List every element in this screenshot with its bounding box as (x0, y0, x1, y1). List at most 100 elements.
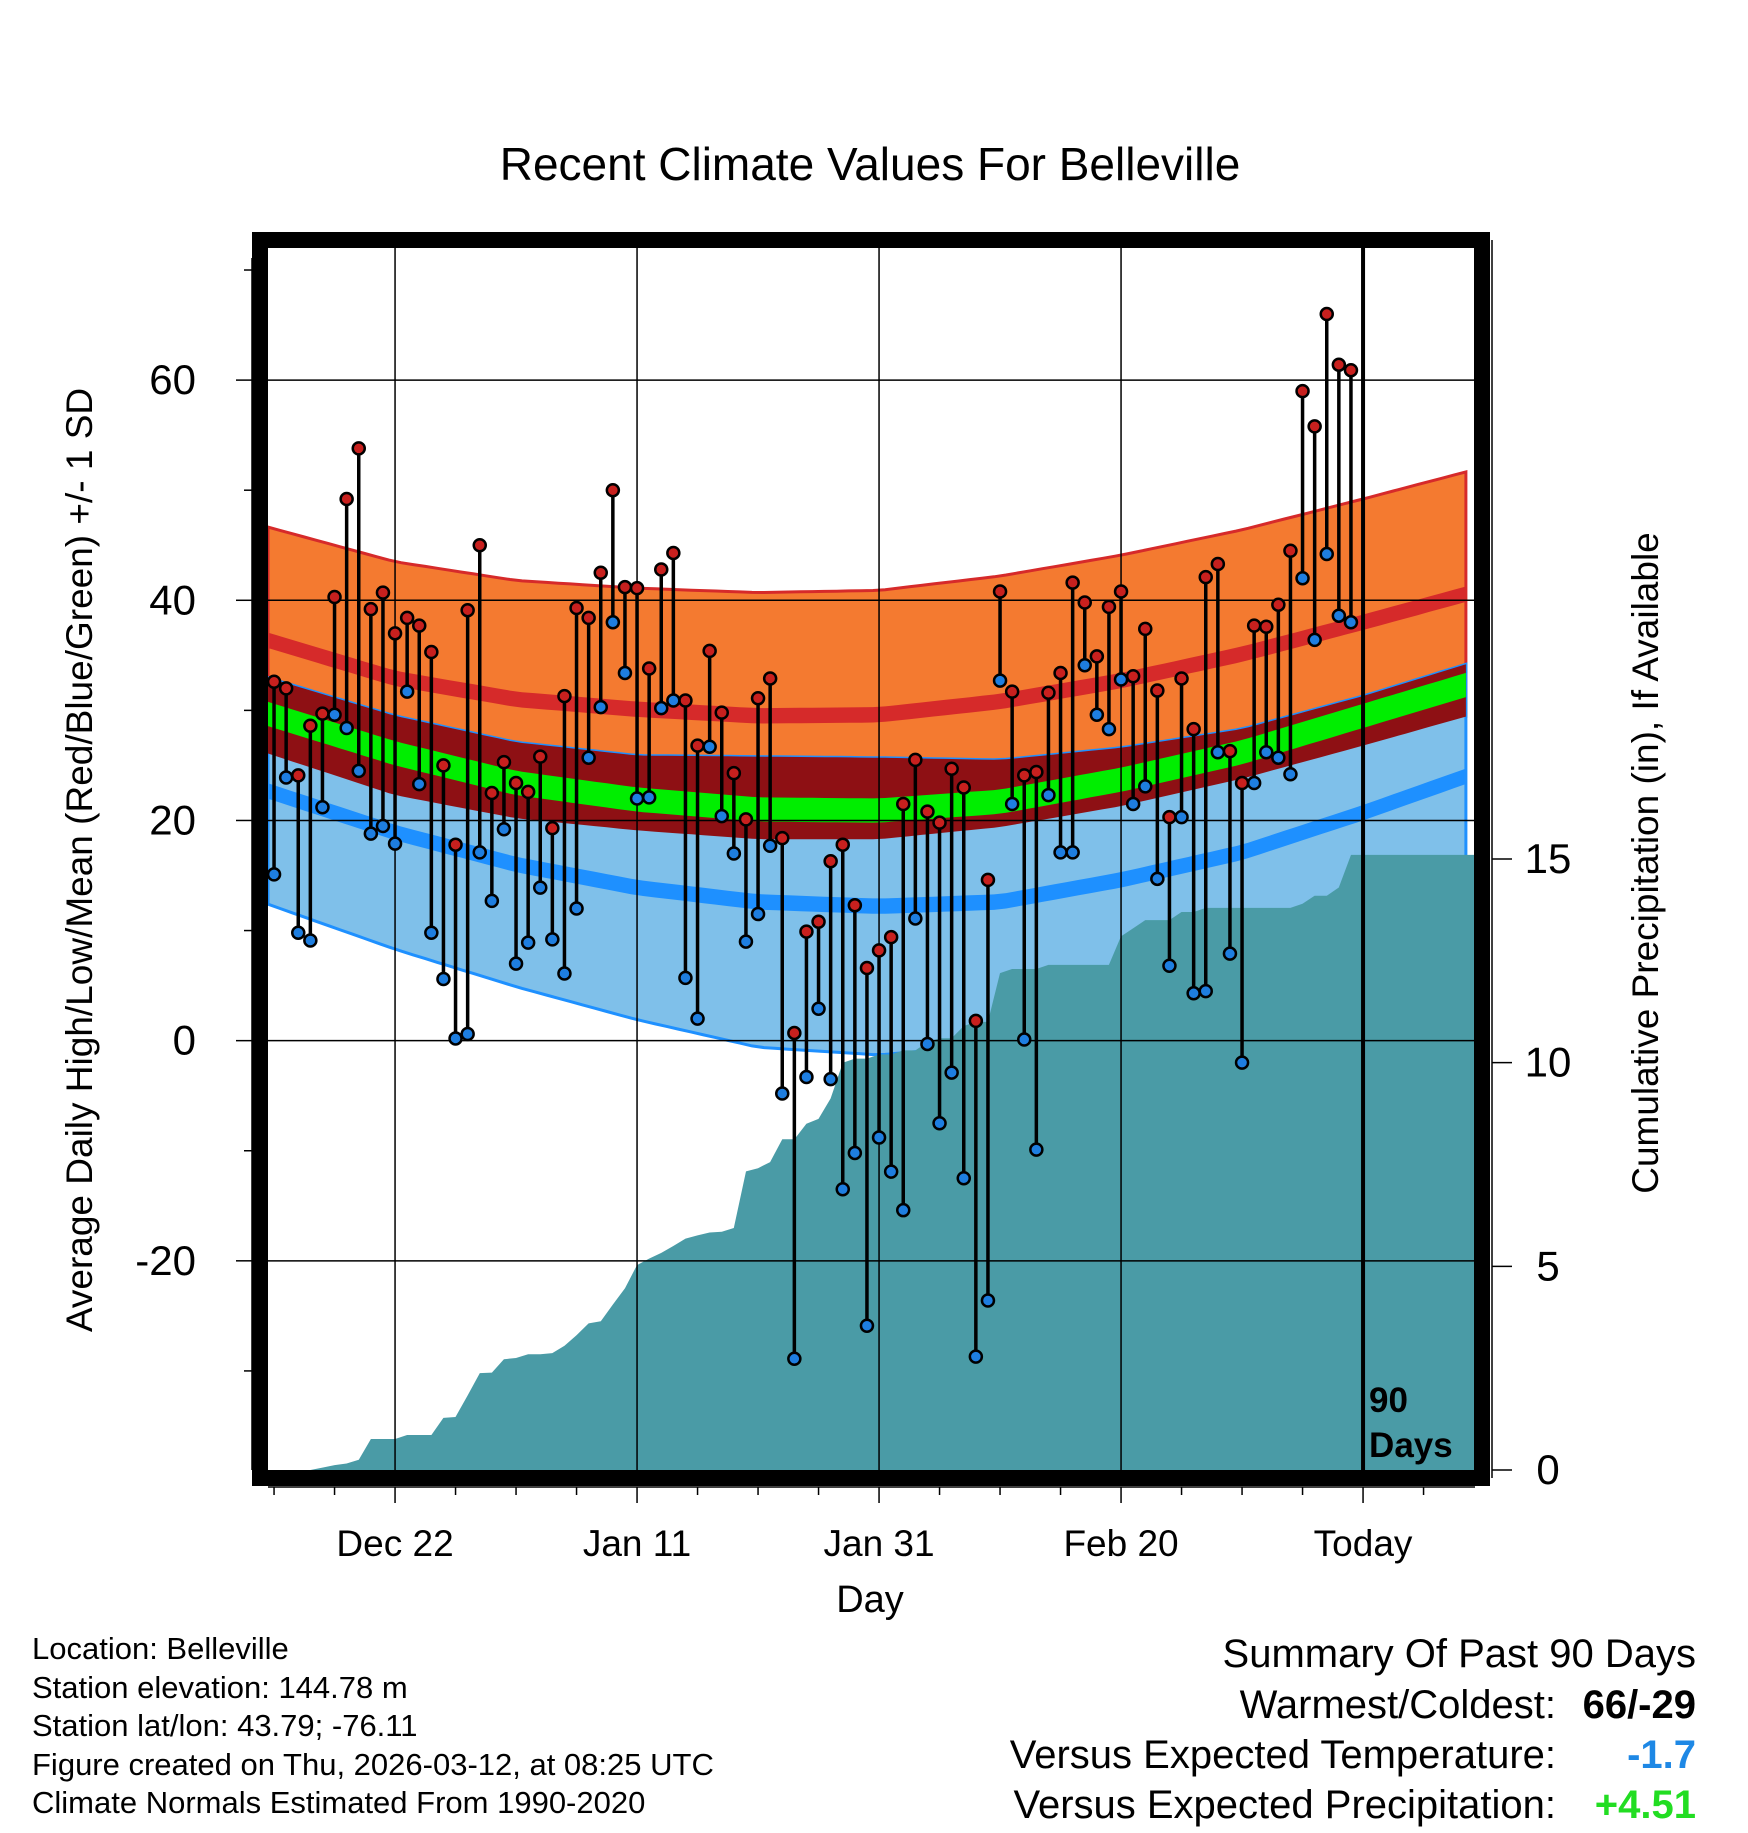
high-point (593, 565, 608, 581)
high-point (1222, 743, 1238, 759)
y2-tick-label: 10 (1525, 1039, 1572, 1086)
low-point (1150, 871, 1165, 887)
warmest-coldest-value: 66/-29 (1582, 1683, 1696, 1727)
low-point (472, 845, 487, 860)
low-point (315, 800, 330, 815)
low-point (363, 826, 379, 841)
low-point (823, 1071, 838, 1087)
low-point (1162, 958, 1177, 974)
high-point (714, 705, 729, 720)
high-point (1138, 621, 1153, 637)
low-point (896, 1202, 911, 1218)
y-tick-label: 40 (149, 576, 196, 623)
high-point (424, 644, 439, 660)
x-tick-label: Jan 31 (824, 1523, 935, 1564)
high-point (1017, 768, 1032, 783)
low-point (1174, 809, 1189, 825)
high-point (448, 837, 463, 852)
low-point (1017, 1032, 1032, 1047)
high-point (883, 929, 899, 945)
high-point (859, 960, 875, 976)
low-point (508, 956, 524, 971)
low-point (835, 1182, 850, 1197)
high-point (1065, 575, 1080, 590)
low-point (291, 925, 306, 941)
low-point (932, 1115, 947, 1131)
low-point (678, 970, 693, 986)
high-point (702, 643, 717, 659)
location-text: Location: Belleville (32, 1631, 289, 1666)
plot-area: 90 Days (266, 248, 1475, 1470)
high-point (363, 601, 379, 617)
high-point (399, 610, 415, 626)
low-point (1319, 546, 1334, 562)
low-point (1271, 750, 1286, 765)
low-point (1053, 845, 1068, 860)
y-tick-label: 20 (149, 796, 196, 843)
high-point (387, 626, 403, 641)
low-point (593, 699, 608, 715)
low-point (690, 1011, 705, 1026)
high-point (629, 580, 645, 596)
high-point (956, 780, 971, 795)
low-point (702, 739, 717, 754)
low-point (1295, 571, 1310, 586)
low-point (1222, 946, 1238, 961)
low-point (1246, 775, 1262, 791)
low-point (424, 925, 439, 941)
high-point (520, 784, 536, 800)
x-tick-label: Today (1314, 1523, 1413, 1564)
high-point (811, 914, 826, 930)
low-point (811, 1001, 826, 1016)
station-info: Location: Belleville Station elevation: … (32, 1630, 714, 1823)
high-point (968, 1013, 984, 1029)
low-point (1029, 1142, 1044, 1157)
chart-title: Recent Climate Values For Belleville (500, 138, 1241, 190)
low-point (1065, 845, 1080, 860)
low-point (266, 867, 282, 882)
high-point (291, 768, 306, 783)
created-text: Figure created on Thu, 2026-03-12, at 08… (32, 1746, 714, 1782)
high-point (823, 853, 838, 869)
low-point (533, 880, 548, 895)
low-point (944, 1065, 959, 1080)
high-point (605, 482, 621, 498)
low-point (775, 1086, 790, 1101)
low-point (920, 1036, 935, 1052)
high-point (1295, 383, 1310, 399)
low-point (1041, 787, 1056, 803)
low-point (1125, 796, 1141, 812)
warmest-coldest-label: Warmest/Coldest: (1239, 1683, 1556, 1727)
low-point (762, 838, 778, 854)
plot-frame (252, 232, 1490, 1486)
low-point (992, 673, 1008, 688)
low-point (871, 1130, 887, 1145)
high-point (666, 545, 681, 561)
low-point (581, 750, 596, 765)
low-point (1113, 672, 1129, 687)
latlon-text: Station lat/lon: 43.79; -76.11 (32, 1708, 418, 1743)
low-point (980, 1293, 996, 1308)
low-point (327, 707, 342, 723)
low-point (1343, 615, 1359, 630)
high-point (581, 610, 596, 626)
low-point (520, 935, 536, 950)
low-point (1077, 657, 1092, 673)
high-point (750, 691, 766, 706)
low-point (1089, 707, 1105, 723)
low-point (484, 893, 500, 909)
low-point (787, 1351, 802, 1367)
low-point (956, 1171, 971, 1186)
high-point (339, 491, 354, 507)
high-point (1029, 764, 1044, 780)
low-point (605, 615, 621, 630)
summary-row-extremes: Warmest/Coldest: 66/-29 (1010, 1683, 1696, 1733)
y-tick-label: 0 (173, 1017, 196, 1064)
low-point (496, 822, 512, 837)
high-point (1077, 595, 1092, 610)
high-point (726, 765, 742, 781)
high-point (1125, 669, 1141, 684)
low-point (859, 1318, 875, 1334)
high-point (738, 812, 754, 827)
high-point (835, 837, 850, 852)
